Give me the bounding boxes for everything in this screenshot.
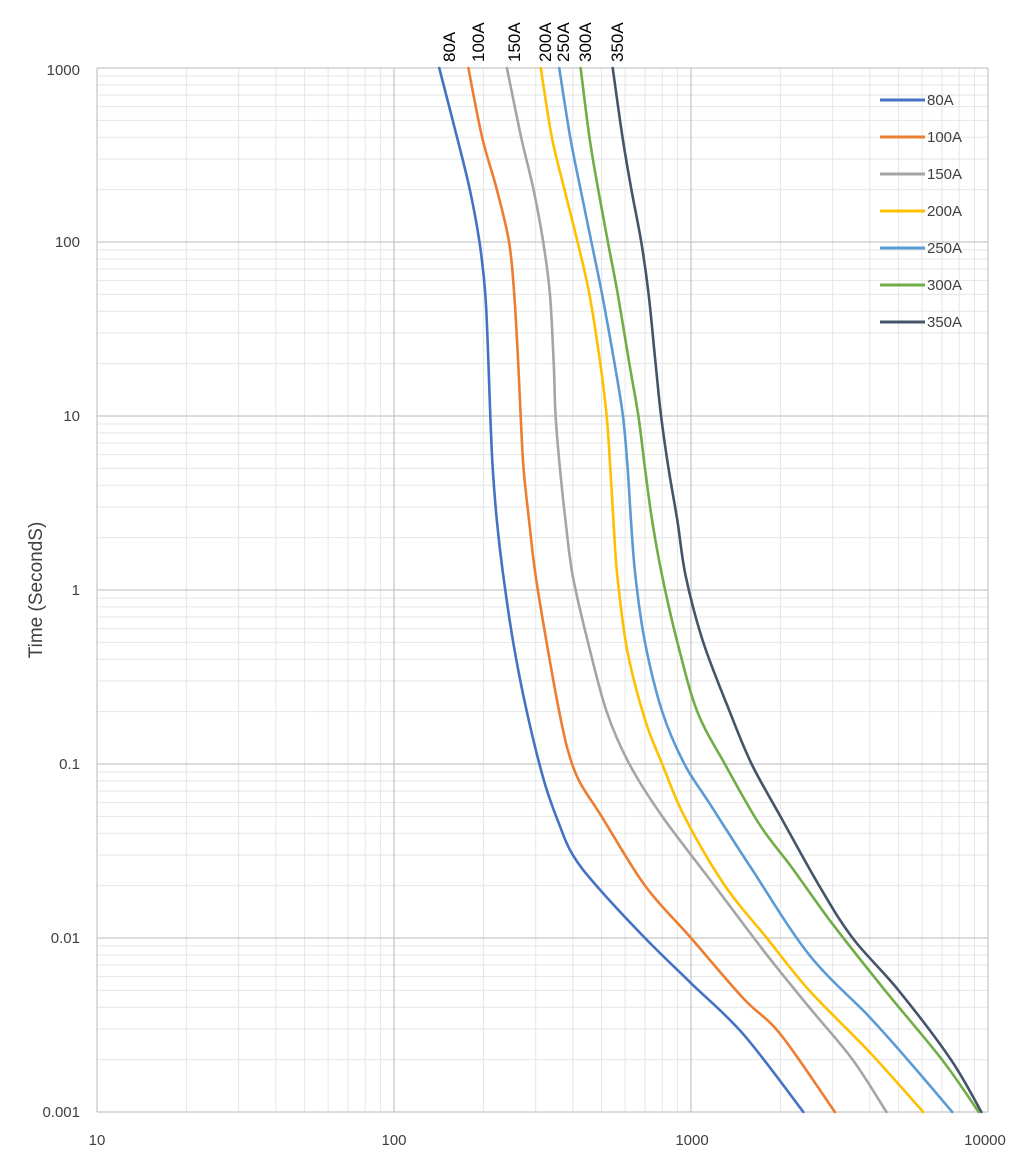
legend-item: 80A bbox=[880, 92, 954, 109]
series-line-300A bbox=[579, 66, 980, 1114]
legend: 80A 100A 150A 200A 250A 300A 350A bbox=[880, 92, 962, 331]
legend-label: 200A bbox=[927, 203, 962, 220]
series-line-200A bbox=[539, 66, 925, 1114]
y-tick-label: 0.1 bbox=[59, 756, 80, 773]
top-label: 100A bbox=[469, 22, 488, 62]
legend-item: 100A bbox=[880, 129, 962, 146]
y-axis-label: Time (SecondS) bbox=[26, 522, 47, 659]
series-line-350A bbox=[611, 66, 983, 1114]
legend-label: 80A bbox=[927, 92, 954, 109]
legend-item: 200A bbox=[880, 203, 962, 220]
legend-label: 250A bbox=[927, 240, 962, 257]
y-tick-label: 0.001 bbox=[42, 1104, 80, 1121]
legend-item: 350A bbox=[880, 314, 962, 331]
x-tick-label: 10000 bbox=[964, 1132, 1006, 1149]
y-tick-label: 1 bbox=[72, 582, 80, 599]
curve-top-labels: 80A 100A 150A 200A 250A 300A 350A bbox=[440, 22, 627, 62]
legend-label: 350A bbox=[927, 314, 962, 331]
legend-label: 150A bbox=[927, 166, 962, 183]
series-lines bbox=[437, 66, 983, 1114]
y-tick-label: 10 bbox=[63, 408, 80, 425]
top-label: 350A bbox=[608, 22, 627, 62]
y-tick-label: 100 bbox=[55, 234, 80, 251]
series-line-150A bbox=[505, 66, 888, 1114]
top-label: 80A bbox=[440, 31, 459, 62]
legend-item: 250A bbox=[880, 240, 962, 257]
y-axis-ticks: 0.001 0.01 0.1 1 10 100 1000 bbox=[42, 62, 80, 1121]
legend-item: 150A bbox=[880, 166, 962, 183]
x-tick-label: 10 bbox=[89, 1132, 106, 1149]
top-label: 300A bbox=[576, 22, 595, 62]
series-line-80A bbox=[437, 66, 805, 1114]
top-label: 250A bbox=[554, 22, 573, 62]
y-tick-label: 0.01 bbox=[51, 930, 80, 947]
legend-label: 100A bbox=[927, 129, 962, 146]
x-tick-label: 100 bbox=[381, 1132, 406, 1149]
legend-item: 300A bbox=[880, 277, 962, 294]
legend-label: 300A bbox=[927, 277, 962, 294]
series-line-250A bbox=[557, 66, 954, 1114]
major-gridlines bbox=[96, 67, 989, 1113]
top-label: 150A bbox=[505, 22, 524, 62]
series-line-100A bbox=[467, 66, 837, 1114]
x-axis-ticks: 10 100 1000 10000 bbox=[89, 1132, 1006, 1149]
x-tick-label: 1000 bbox=[675, 1132, 708, 1149]
top-label: 200A bbox=[536, 22, 555, 62]
y-tick-label: 1000 bbox=[47, 62, 80, 79]
